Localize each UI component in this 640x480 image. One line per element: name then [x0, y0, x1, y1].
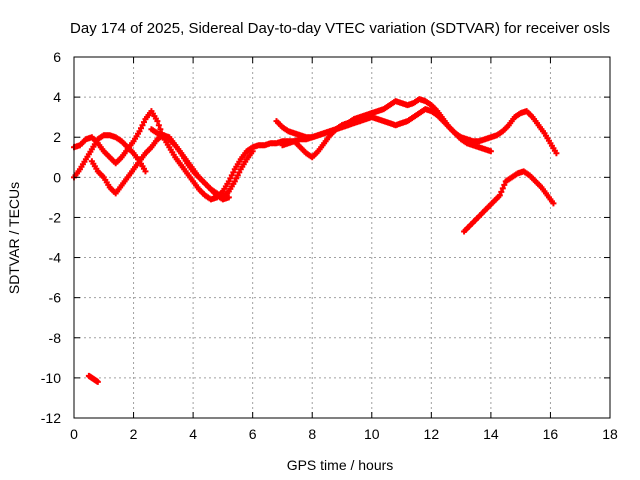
chart-title: Day 174 of 2025, Sidereal Day-to-day VTE…: [70, 20, 610, 37]
data-point: [236, 169, 243, 176]
data-point: [230, 169, 237, 176]
y-tick-label: -12: [41, 410, 61, 426]
data-point: [139, 122, 146, 129]
plot-frame: [73, 56, 611, 419]
y-tick-label: 2: [53, 129, 61, 145]
data-point: [157, 126, 164, 133]
data-point: [233, 175, 240, 182]
data-point: [136, 128, 143, 135]
x-axis-label: GPS time / hours: [287, 457, 394, 473]
data-point: [155, 122, 162, 129]
data-point: [501, 181, 508, 188]
x-tick-label: 4: [189, 426, 197, 442]
data-point: [231, 178, 238, 185]
axis-ticks: 0 2 4 6 8 10 12 14 16 18 -12 -10 -8 -6 -4 -2 0 2 4 6: [41, 49, 618, 442]
data-point: [550, 200, 557, 207]
data-point: [234, 172, 241, 179]
data-point: [498, 188, 505, 195]
data-point: [487, 148, 494, 155]
x-tick-label: 12: [424, 426, 440, 442]
x-tick-label: 10: [364, 426, 380, 442]
series-track-3: [148, 126, 232, 203]
x-tick-label: 14: [483, 426, 499, 442]
data-marks: [71, 96, 560, 385]
data-point: [140, 119, 147, 126]
data-point: [227, 175, 234, 182]
series-track-6: [279, 106, 494, 161]
x-tick-label: 2: [130, 426, 138, 442]
data-point: [499, 185, 506, 192]
x-tick-label: 6: [249, 426, 257, 442]
grid-layer: [74, 57, 610, 418]
data-point: [225, 194, 232, 201]
data-point: [249, 148, 256, 155]
y-tick-label: -10: [41, 370, 61, 386]
series-track-7: [461, 168, 557, 235]
x-tick-label: 8: [308, 426, 316, 442]
data-point: [225, 178, 232, 185]
x-tick-label: 0: [70, 426, 78, 442]
data-point: [228, 172, 235, 179]
y-tick-label: -4: [49, 250, 62, 266]
y-tick-label: 0: [53, 169, 61, 185]
y-tick-label: -8: [49, 330, 62, 346]
series-track-1: [71, 108, 375, 203]
data-point: [496, 192, 503, 199]
y-axis-label: SDTVAR / TECUs: [6, 182, 22, 294]
y-tick-label: -2: [49, 209, 62, 225]
y-tick-label: 6: [53, 49, 61, 65]
series-track-8: [85, 372, 101, 385]
series-track-5: [273, 96, 560, 157]
y-tick-label: 4: [53, 89, 61, 105]
data-point: [94, 378, 101, 385]
x-tick-label: 16: [543, 426, 559, 442]
data-point: [142, 168, 149, 175]
data-point: [138, 125, 144, 132]
data-point: [553, 150, 560, 157]
x-tick-label: 18: [602, 426, 618, 442]
y-tick-label: -6: [49, 290, 62, 306]
data-point: [154, 118, 161, 125]
